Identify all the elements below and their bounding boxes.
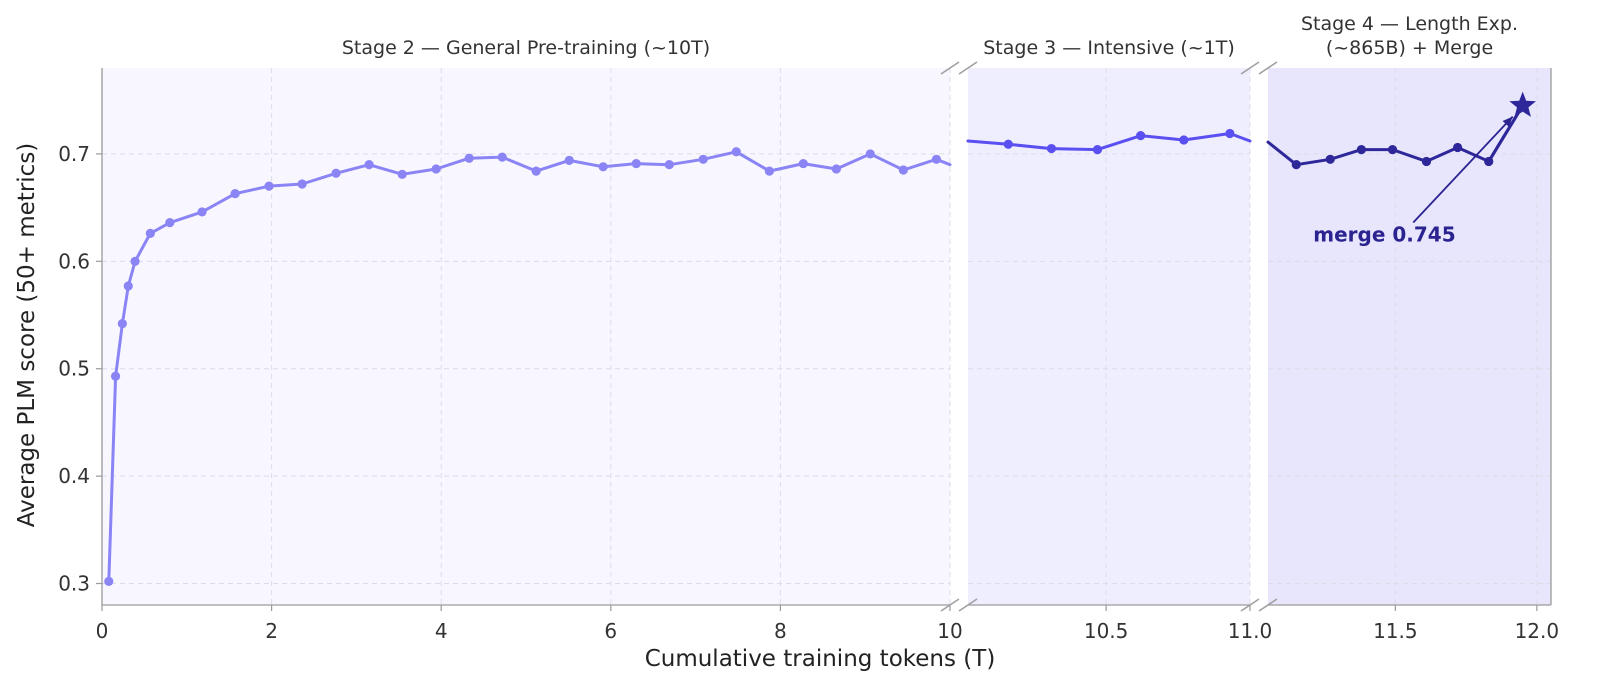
data-point <box>931 154 942 164</box>
data-point <box>464 153 474 163</box>
data-point <box>1421 156 1432 167</box>
y-tick-label: 0.6 <box>58 249 90 273</box>
axis-break-mark <box>958 61 978 75</box>
data-point <box>898 165 908 175</box>
stage-title: Stage 4 — Length Exp. <box>1301 13 1518 35</box>
data-points <box>104 91 1536 586</box>
data-point <box>1179 135 1189 145</box>
x-tick-label: 12.0 <box>1515 619 1560 643</box>
axis-break-mark <box>1240 61 1260 75</box>
panel-background <box>968 68 1250 605</box>
x-axis-title: Cumulative training tokens (T) <box>645 646 996 672</box>
x-tick-label: 11.0 <box>1228 619 1273 643</box>
panel-background <box>102 68 950 605</box>
data-point <box>598 162 608 172</box>
merge-annotation-arrow <box>1412 115 1514 224</box>
tick-labels: 0 2 4 6 8 10 10.5 11.0 11.5 12.0 0.3 0.4 0.5 0.6 0.7 <box>58 142 1559 643</box>
stage-title: (~865B) + Merge <box>1326 37 1493 59</box>
panel-backgrounds <box>102 68 1551 605</box>
stage-title: Stage 2 — General Pre-training (~10T) <box>342 37 710 59</box>
annotations: merge 0.745 <box>1313 115 1514 246</box>
data-point <box>1356 145 1366 155</box>
data-point <box>865 149 875 159</box>
merge-star-marker <box>1509 91 1536 117</box>
merge-annotation-arrowhead <box>1502 116 1513 127</box>
x-tick-label: 11.5 <box>1373 619 1418 643</box>
axis-break-mark <box>1240 598 1260 612</box>
stage-titles: Stage 2 — General Pre-training (~10T) Sta… <box>342 13 1518 59</box>
x-tick-label: 8 <box>774 619 787 643</box>
x-tick-label: 10.5 <box>1084 619 1129 643</box>
data-point <box>110 371 121 381</box>
x-tick-label: 2 <box>265 619 278 643</box>
data-point <box>364 160 374 170</box>
data-point <box>1291 160 1301 170</box>
data-point <box>698 154 708 164</box>
data-point <box>331 168 341 178</box>
axis-break-mark <box>958 598 978 612</box>
merge-annotation-label: merge 0.745 <box>1313 222 1455 246</box>
series-line <box>966 132 1252 152</box>
data-point <box>631 158 641 169</box>
axis-break-mark <box>940 61 960 75</box>
data-point <box>1003 139 1013 149</box>
grid-lines <box>102 68 1551 605</box>
stage-title: Stage 3 — Intensive (~1T) <box>983 37 1235 59</box>
data-point <box>130 256 140 266</box>
axis-break-mark <box>940 598 960 612</box>
data-point <box>1453 142 1463 153</box>
data-point <box>764 166 774 176</box>
data-point <box>831 164 841 174</box>
data-point <box>165 218 175 228</box>
x-tick-label: 6 <box>604 619 617 643</box>
data-point <box>431 164 441 174</box>
y-tick-label: 0.5 <box>58 357 90 381</box>
data-point <box>1092 145 1103 155</box>
panel-background <box>1268 68 1551 605</box>
x-tick-label: 10 <box>937 619 962 643</box>
data-point <box>197 207 207 217</box>
data-point <box>664 160 674 170</box>
data-point <box>1484 156 1494 167</box>
x-tick-label: 0 <box>96 619 109 643</box>
y-tick-label: 0.3 <box>58 572 90 596</box>
axes <box>96 61 1552 612</box>
data-point <box>564 155 574 165</box>
y-tick-label: 0.7 <box>58 142 90 166</box>
data-point <box>104 576 114 586</box>
data-point <box>297 179 307 189</box>
data-point <box>531 166 541 176</box>
y-axis-title: Average PLM score (50+ metrics) <box>14 143 40 528</box>
data-point <box>230 189 240 199</box>
axis-break-mark <box>1258 598 1278 612</box>
data-point <box>497 152 507 162</box>
data-point <box>1225 128 1235 139</box>
data-point <box>731 147 741 157</box>
data-point <box>264 181 274 191</box>
series-line <box>1266 140 1491 167</box>
axis-break-mark <box>1258 61 1278 75</box>
data-point <box>397 169 407 179</box>
data-point <box>798 158 808 169</box>
data-point <box>1387 145 1398 155</box>
x-tick-label: 4 <box>435 619 448 643</box>
data-point <box>145 228 155 238</box>
data-point <box>117 319 127 329</box>
data-point <box>1046 143 1057 154</box>
data-point <box>1136 131 1146 141</box>
y-tick-label: 0.4 <box>58 464 90 488</box>
data-point <box>1325 154 1335 164</box>
data-point <box>123 281 133 291</box>
